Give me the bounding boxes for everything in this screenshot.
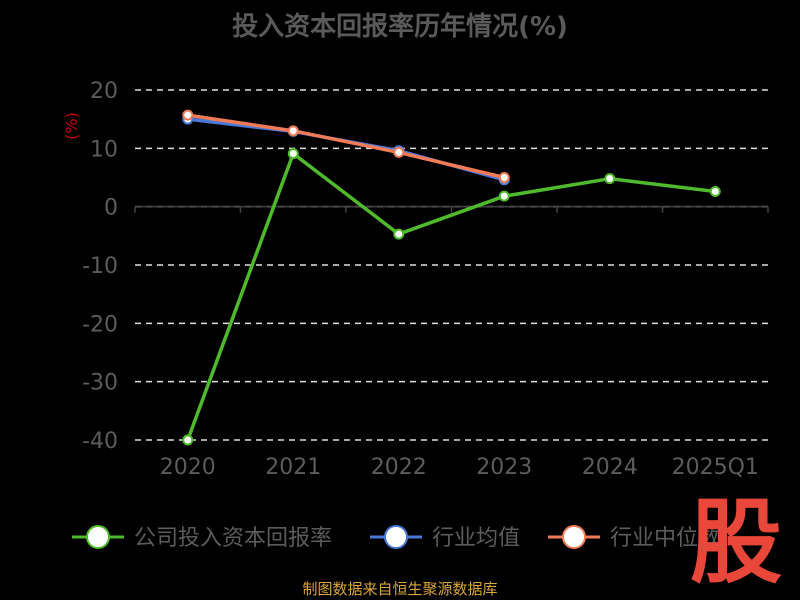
legend-item[interactable]: 公司投入资本回报率	[72, 525, 332, 551]
data-point[interactable]	[393, 146, 405, 158]
y-tick-label: -10	[82, 254, 118, 279]
x-tick-label: 2020	[160, 455, 216, 480]
x-tick-label: 2021	[265, 455, 321, 480]
y-axis-label: (%)	[62, 112, 81, 140]
data-point[interactable]	[287, 125, 299, 137]
series-layer	[182, 109, 721, 446]
data-point[interactable]	[182, 434, 194, 446]
series-line-0	[186, 151, 716, 441]
y-tick-label: -30	[82, 371, 118, 396]
legend-swatch-marker	[86, 525, 110, 549]
data-point[interactable]	[709, 186, 721, 197]
data-point[interactable]	[393, 228, 405, 240]
y-tick-label: 10	[90, 137, 118, 162]
chart-title: 投入资本回报率历年情况(%)	[232, 12, 568, 42]
legend-label: 行业均值	[432, 526, 520, 551]
grid-layer	[135, 89, 768, 441]
data-point[interactable]	[182, 109, 194, 121]
x-tick-label: 2024	[582, 455, 638, 480]
y-tick-label: -20	[82, 312, 118, 337]
legend-swatch-marker	[384, 525, 408, 549]
x-tick-label: 2023	[476, 455, 532, 480]
y-tick-label: 20	[90, 79, 118, 104]
series-line-2	[187, 113, 505, 180]
x-tick-label: 2025Q1	[672, 455, 759, 480]
axis-layer: 20 10 0 -10 -20 -30 -40 2020 2021 2022 2023 2024 202…	[62, 79, 769, 480]
data-source-note: 制图数据来自恒生聚源数据库	[302, 580, 498, 598]
legend-item[interactable]: 行业均值	[370, 525, 520, 551]
y-tick-label: 0	[104, 196, 118, 221]
brand-logo: 股	[690, 488, 783, 596]
data-point[interactable]	[498, 190, 510, 202]
x-tick-label: 2022	[371, 455, 427, 480]
series-line-1	[187, 117, 505, 182]
data-point[interactable]	[287, 148, 299, 160]
data-point[interactable]	[498, 172, 510, 183]
legend-label: 公司投入资本回报率	[134, 526, 332, 551]
legend-label: 行业中位数	[610, 526, 720, 551]
legend[interactable]: 公司投入资本回报率 行业均值 行业中位数	[72, 525, 720, 551]
legend-item[interactable]: 行业中位数	[548, 525, 720, 551]
legend-swatch-marker	[562, 525, 586, 549]
data-point[interactable]	[604, 173, 616, 185]
y-tick-label: -40	[82, 429, 118, 454]
